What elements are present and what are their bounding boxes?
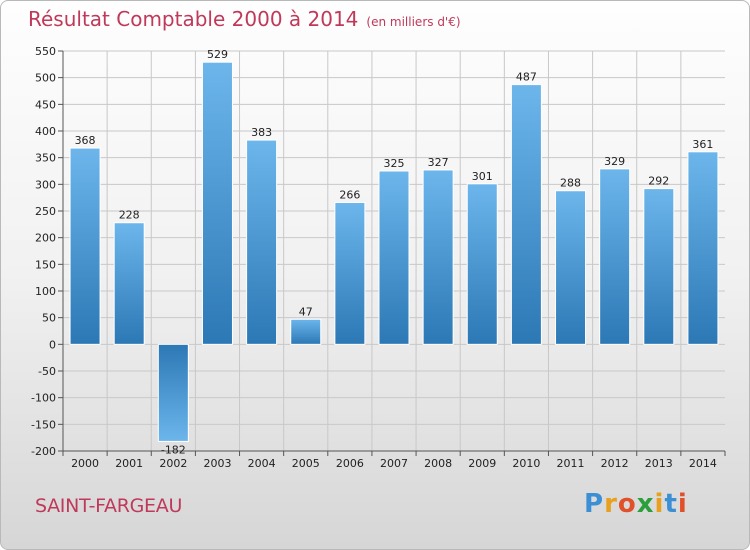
bar-2001 — [113, 222, 145, 345]
y-tick-label: 450 — [35, 98, 56, 111]
bar-2013 — [643, 188, 675, 345]
y-tick-label: 100 — [35, 285, 56, 298]
logo-letter: o — [617, 489, 637, 519]
y-tick-label: 150 — [35, 258, 56, 271]
bar-2008 — [422, 169, 454, 345]
bar-2011 — [555, 190, 587, 345]
value-label: 325 — [384, 157, 405, 170]
x-tick-label: 2005 — [292, 457, 320, 470]
y-tick-label: 300 — [35, 178, 56, 191]
x-tick-label: 2007 — [380, 457, 408, 470]
x-tick-label: 2004 — [248, 457, 276, 470]
value-label: 47 — [299, 305, 313, 318]
value-label: -182 — [161, 443, 186, 456]
y-tick-label: 250 — [35, 205, 56, 218]
axis-layer: 550500450400350300250200150100500-50-100… — [31, 45, 726, 470]
label-layer: 368 228 -182 529 383 47 266 325 327 301 487 288 329 2… — [75, 48, 714, 456]
value-label: 368 — [75, 134, 96, 147]
y-tick-label: -150 — [31, 418, 56, 431]
value-label: 301 — [472, 170, 493, 183]
bar-2005 — [290, 318, 322, 345]
y-tick-label: -200 — [31, 445, 56, 458]
bar-2012 — [599, 168, 631, 345]
x-tick-label: 2010 — [512, 457, 540, 470]
proxiti-logo: Proxiti — [584, 489, 688, 519]
value-label: 529 — [207, 48, 228, 61]
value-label: 228 — [119, 209, 140, 222]
bar-2006 — [334, 201, 366, 345]
logo-letter: P — [584, 489, 605, 519]
logo-letter: i — [677, 489, 688, 519]
x-tick-label: 2002 — [159, 457, 187, 470]
x-tick-label: 2009 — [468, 457, 496, 470]
y-tick-label: -100 — [31, 392, 56, 405]
bar-layer — [69, 61, 719, 442]
logo-letter: i — [654, 489, 665, 519]
bar-2000 — [69, 147, 101, 345]
chart-title-main: Résultat Comptable 2000 à 2014 — [28, 7, 359, 31]
place-name: SAINT-FARGEAU — [35, 495, 183, 517]
bar-2009 — [466, 183, 498, 345]
chart-title: Résultat Comptable 2000 à 2014 (en millie… — [28, 7, 461, 31]
logo-letter: x — [636, 489, 655, 519]
value-label: 361 — [692, 138, 713, 151]
bar-2014 — [687, 151, 719, 345]
y-tick-label: 500 — [35, 72, 56, 85]
y-tick-label: -50 — [38, 365, 56, 378]
bar-2003 — [201, 61, 233, 345]
x-tick-label: 2012 — [601, 457, 629, 470]
bar-2010 — [510, 84, 542, 345]
value-label: 329 — [604, 155, 625, 168]
logo-letter: t — [664, 489, 678, 519]
value-label: 327 — [428, 156, 449, 169]
x-tick-label: 2003 — [203, 457, 231, 470]
value-label: 383 — [251, 126, 272, 139]
x-tick-label: 2014 — [689, 457, 717, 470]
y-tick-label: 350 — [35, 152, 56, 165]
y-tick-label: 50 — [42, 312, 56, 325]
chart-title-unit: (en milliers d'€) — [366, 15, 461, 29]
value-label: 288 — [560, 177, 581, 190]
bar-2007 — [378, 170, 410, 345]
value-label: 292 — [648, 175, 669, 188]
x-tick-label: 2013 — [645, 457, 673, 470]
y-tick-label: 550 — [35, 45, 56, 58]
value-label: 487 — [516, 71, 537, 84]
y-tick-label: 0 — [49, 338, 56, 351]
x-tick-label: 2006 — [336, 457, 364, 470]
bar-2002 — [157, 343, 189, 442]
x-tick-label: 2000 — [71, 457, 99, 470]
x-tick-label: 2008 — [424, 457, 452, 470]
logo-letter: r — [604, 489, 618, 519]
y-tick-label: 400 — [35, 125, 56, 138]
y-tick-label: 200 — [35, 232, 56, 245]
x-tick-label: 2001 — [115, 457, 143, 470]
bar-2004 — [246, 139, 278, 345]
value-label: 266 — [339, 188, 360, 201]
x-tick-label: 2011 — [557, 457, 585, 470]
